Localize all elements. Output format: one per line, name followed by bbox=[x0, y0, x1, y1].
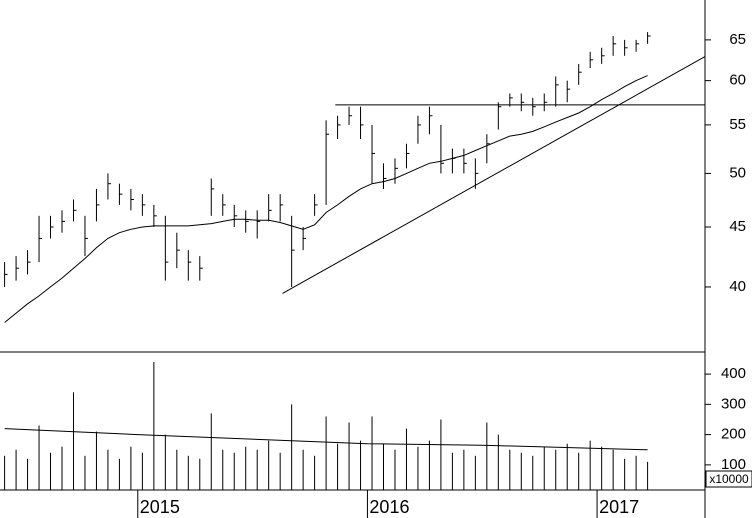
unit-box bbox=[705, 470, 752, 488]
unit-label: x10000 bbox=[709, 472, 749, 486]
trend-line bbox=[282, 56, 706, 294]
moving-average bbox=[4, 75, 648, 323]
y-tick-label: 40 bbox=[729, 278, 746, 295]
x-tick-label: 2015 bbox=[140, 497, 180, 517]
y-tick-label: 45 bbox=[729, 218, 746, 235]
y-tick-label: 65 bbox=[729, 31, 746, 48]
y-tick-label: 50 bbox=[729, 164, 746, 181]
y-tick-label: 60 bbox=[729, 72, 746, 89]
y-tick-label: 55 bbox=[729, 116, 746, 133]
y-tick-label: 300 bbox=[721, 395, 746, 412]
x-tick-label: 2016 bbox=[369, 497, 409, 517]
volume-average bbox=[4, 428, 648, 451]
x-tick-label: 2017 bbox=[599, 497, 639, 517]
y-tick-label: 100 bbox=[721, 456, 746, 473]
y-tick-label: 200 bbox=[721, 426, 746, 443]
y-tick-label: 400 bbox=[721, 365, 746, 382]
